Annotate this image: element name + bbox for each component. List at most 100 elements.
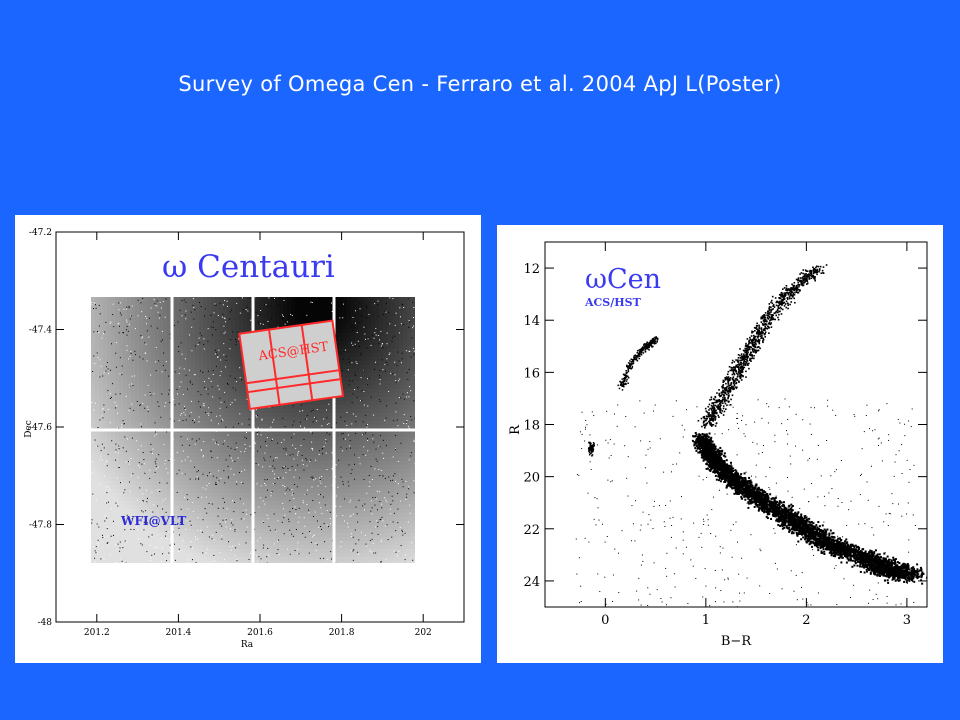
star-density-cell: [91, 365, 95, 369]
star-density-cell: [231, 461, 235, 465]
star-density-cell: [179, 405, 183, 409]
star-density-cell: [347, 421, 351, 425]
star-density-cell: [219, 377, 223, 381]
star-density-cell: [287, 417, 291, 421]
star-density-cell: [383, 425, 387, 429]
star-density-cell: [287, 521, 291, 525]
star-density-cell: [143, 493, 147, 497]
star-density-cell: [147, 309, 151, 313]
star-density-cell: [407, 369, 411, 373]
star-density-cell: [247, 521, 251, 525]
star-density-cell: [115, 493, 119, 497]
star-density-cell: [175, 397, 179, 401]
star-density-cell: [307, 469, 311, 473]
star-density-cell: [411, 393, 415, 397]
star-density-cell: [123, 493, 127, 497]
star-density-cell: [163, 353, 167, 357]
star-density-cell: [211, 305, 215, 309]
star-density-cell: [411, 425, 415, 429]
star-density-cell: [187, 309, 191, 313]
star-density-cell: [335, 405, 339, 409]
star-density-cell: [215, 473, 219, 477]
star-density-cell: [135, 473, 139, 477]
star-density-cell: [231, 421, 235, 425]
star-density-cell: [219, 345, 223, 349]
star-density-cell: [347, 361, 351, 365]
star-density-cell: [159, 505, 163, 509]
star-density-cell: [111, 537, 115, 541]
star-density-cell: [151, 325, 155, 329]
star-density-cell: [327, 301, 331, 305]
star-density-cell: [407, 437, 411, 441]
star-density-cell: [219, 321, 223, 325]
star-density-cell: [267, 445, 271, 449]
star-density-cell: [247, 413, 251, 417]
star-density-cell: [367, 297, 371, 301]
star-density-cell: [163, 297, 167, 301]
star-density-cell: [275, 469, 279, 473]
star-density-cell: [255, 417, 259, 421]
star-density-cell: [195, 333, 199, 337]
star-density-cell: [211, 301, 215, 305]
star-density-cell: [239, 357, 243, 361]
star-density-cell: [367, 445, 371, 449]
star-density-cell: [143, 461, 147, 465]
star-density-cell: [123, 369, 127, 373]
star-density-cell: [387, 309, 391, 313]
star-density-cell: [311, 501, 315, 505]
star-density-cell: [287, 533, 291, 537]
star-density-cell: [351, 357, 355, 361]
star-density-cell: [123, 409, 127, 413]
star-density-cell: [115, 417, 119, 421]
star-density-cell: [275, 313, 279, 317]
star-density-cell: [383, 521, 387, 525]
star-density-cell: [111, 381, 115, 385]
star-density-cell: [307, 533, 311, 537]
star-density-cell: [91, 513, 95, 517]
star-density-cell: [347, 525, 351, 529]
star-density-cell: [279, 525, 283, 529]
star-density-cell: [151, 377, 155, 381]
star-density-cell: [339, 325, 343, 329]
star-density-cell: [387, 385, 391, 389]
star-density-cell: [239, 489, 243, 493]
star-density-cell: [223, 521, 227, 525]
star-density-cell: [227, 477, 231, 481]
star-density-cell: [223, 345, 227, 349]
star-density-cell: [391, 357, 395, 361]
star-density-cell: [91, 317, 95, 321]
star-density-cell: [139, 369, 143, 373]
star-density-cell: [131, 485, 135, 489]
star-density-cell: [239, 465, 243, 469]
star-density-cell: [335, 421, 339, 425]
star-density-cell: [307, 413, 311, 417]
star-density-cell: [407, 345, 411, 349]
star-density-cell: [395, 529, 399, 533]
star-density-cell: [151, 485, 155, 489]
star-density-cell: [403, 481, 407, 485]
star-density-cell: [327, 493, 331, 497]
star-density-cell: [411, 477, 415, 481]
star-density-cell: [335, 533, 339, 537]
star-density-cell: [403, 433, 407, 437]
star-density-cell: [215, 389, 219, 393]
star-density-cell: [103, 477, 107, 481]
star-density-cell: [99, 421, 103, 425]
star-density-cell: [307, 425, 311, 429]
star-density-cell: [371, 397, 375, 401]
star-density-cell: [95, 341, 99, 345]
star-density-cell: [187, 433, 191, 437]
star-density-cell: [407, 505, 411, 509]
star-density-cell: [135, 373, 139, 377]
star-density-cell: [279, 405, 283, 409]
star-density-cell: [335, 305, 339, 309]
star-density-cell: [179, 497, 183, 501]
star-density-cell: [343, 445, 347, 449]
star-density-cell: [211, 397, 215, 401]
star-density-cell: [203, 505, 207, 509]
star-density-cell: [247, 473, 251, 477]
star-density-cell: [323, 417, 327, 421]
star-density-cell: [375, 305, 379, 309]
star-density-cell: [243, 297, 247, 301]
star-density-cell: [179, 461, 183, 465]
